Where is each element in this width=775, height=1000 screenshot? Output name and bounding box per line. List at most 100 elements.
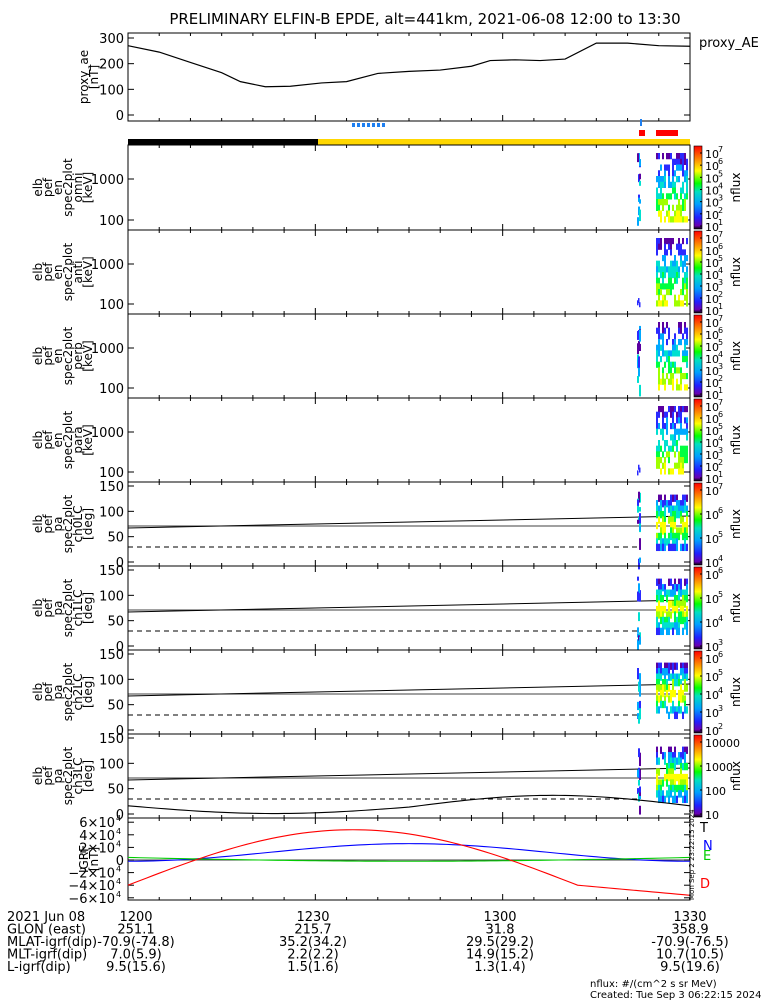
flux-cell (682, 199, 684, 206)
flux-cell (676, 784, 678, 793)
flux-cell (674, 462, 676, 469)
flux-cell (672, 260, 674, 267)
flux-cell (664, 384, 666, 391)
ylabel-line: pef (41, 262, 55, 282)
flux-cell (666, 283, 668, 290)
flux-cell (658, 695, 660, 703)
flux-cell (682, 300, 684, 307)
flux-cell (660, 668, 662, 676)
flux-cell (660, 164, 662, 171)
flux-cell (662, 668, 664, 676)
flux-cell (666, 373, 668, 380)
flux-cell (678, 457, 680, 464)
ylabel-line: en (51, 433, 65, 448)
flux-cell (656, 510, 658, 519)
flux-cell (668, 538, 670, 546)
flux-cell (639, 786, 641, 793)
flux-cell (678, 695, 680, 703)
flux-cell (686, 584, 688, 592)
flux-cell (639, 513, 641, 524)
flux-cell (638, 356, 640, 368)
flux-cell (672, 538, 674, 546)
flux-cell (676, 210, 678, 217)
flux-cell (662, 451, 664, 458)
flux-cell (678, 243, 680, 250)
flux-cell (637, 499, 639, 511)
footer-value: -70.9(-74.8) (97, 935, 174, 950)
flux-cell (670, 277, 672, 284)
flux-cell (674, 762, 676, 771)
flux-cell (668, 445, 670, 452)
flux-cell (658, 462, 660, 469)
flux-cell (670, 773, 672, 782)
ytick-label: 100 (99, 83, 124, 98)
flux-cell (664, 589, 666, 597)
flux-cell (672, 158, 674, 165)
ytick-label: −6×10 (68, 892, 115, 907)
flux-cell (668, 164, 670, 171)
flux-cell (672, 505, 674, 513)
flux-cell (637, 376, 639, 383)
flux-cell (656, 249, 658, 256)
ytick-label: 4×10 (79, 829, 115, 844)
flux-cell (670, 350, 672, 357)
flux-cell (680, 322, 682, 329)
flux-cell (674, 790, 676, 798)
flux-cell (684, 594, 686, 603)
flux-cell (684, 795, 686, 804)
ylabel-line: pef (41, 514, 55, 534)
colorbar-label: 10 (705, 317, 719, 330)
flux-cell (658, 153, 660, 160)
flux-cell (639, 507, 641, 512)
flux-cell (662, 153, 664, 160)
flux-cell (637, 591, 639, 602)
footer-value: 1300 (483, 910, 516, 925)
flux-cell (662, 272, 664, 279)
flux-cell (656, 673, 658, 681)
flux-cell (658, 494, 660, 502)
panel-frame-perp (127, 313, 691, 399)
ylabel-line: perp (71, 342, 85, 370)
flux-cell (674, 361, 676, 368)
flux-cell (656, 689, 658, 698)
panel-frame-ch0LC (127, 481, 691, 567)
flux-cell (680, 406, 682, 413)
flux-cell (678, 689, 680, 698)
flux-cell (664, 695, 666, 703)
flux-cell (664, 327, 666, 334)
ylabel-line: spec2plot (61, 158, 75, 217)
flux-cell (676, 538, 678, 546)
flux-cell (664, 527, 666, 535)
science-zone-marker (377, 123, 380, 127)
flux-cell (658, 322, 660, 329)
flux-cell (674, 578, 676, 586)
flux-cell (660, 589, 662, 597)
flux-cell (680, 543, 682, 552)
flux-cell (676, 505, 678, 513)
colorbar-scale (693, 734, 703, 818)
flux-cell (686, 417, 688, 424)
flux-cell (662, 327, 664, 334)
flux-cell (686, 333, 688, 340)
flux-cell (670, 260, 672, 267)
flux-cell (674, 673, 676, 681)
flux-cell (678, 462, 680, 469)
flux-cell (680, 210, 682, 217)
flux-cell (674, 494, 676, 502)
ylabel-line: pef (41, 346, 55, 366)
ylabel-line: pef (41, 682, 55, 702)
flux-cell (686, 762, 688, 771)
flux-cell (674, 538, 676, 546)
flux-cell (660, 543, 662, 552)
flux-cell (668, 662, 670, 670)
flux-cell (658, 373, 660, 380)
region-marker (639, 130, 645, 136)
flux-cell (656, 668, 658, 676)
flux-cell (666, 762, 668, 771)
flux-cell (674, 181, 676, 188)
flux-cell (664, 260, 666, 267)
flux-cell (656, 578, 658, 586)
colorbar-title: nflux (729, 677, 743, 707)
